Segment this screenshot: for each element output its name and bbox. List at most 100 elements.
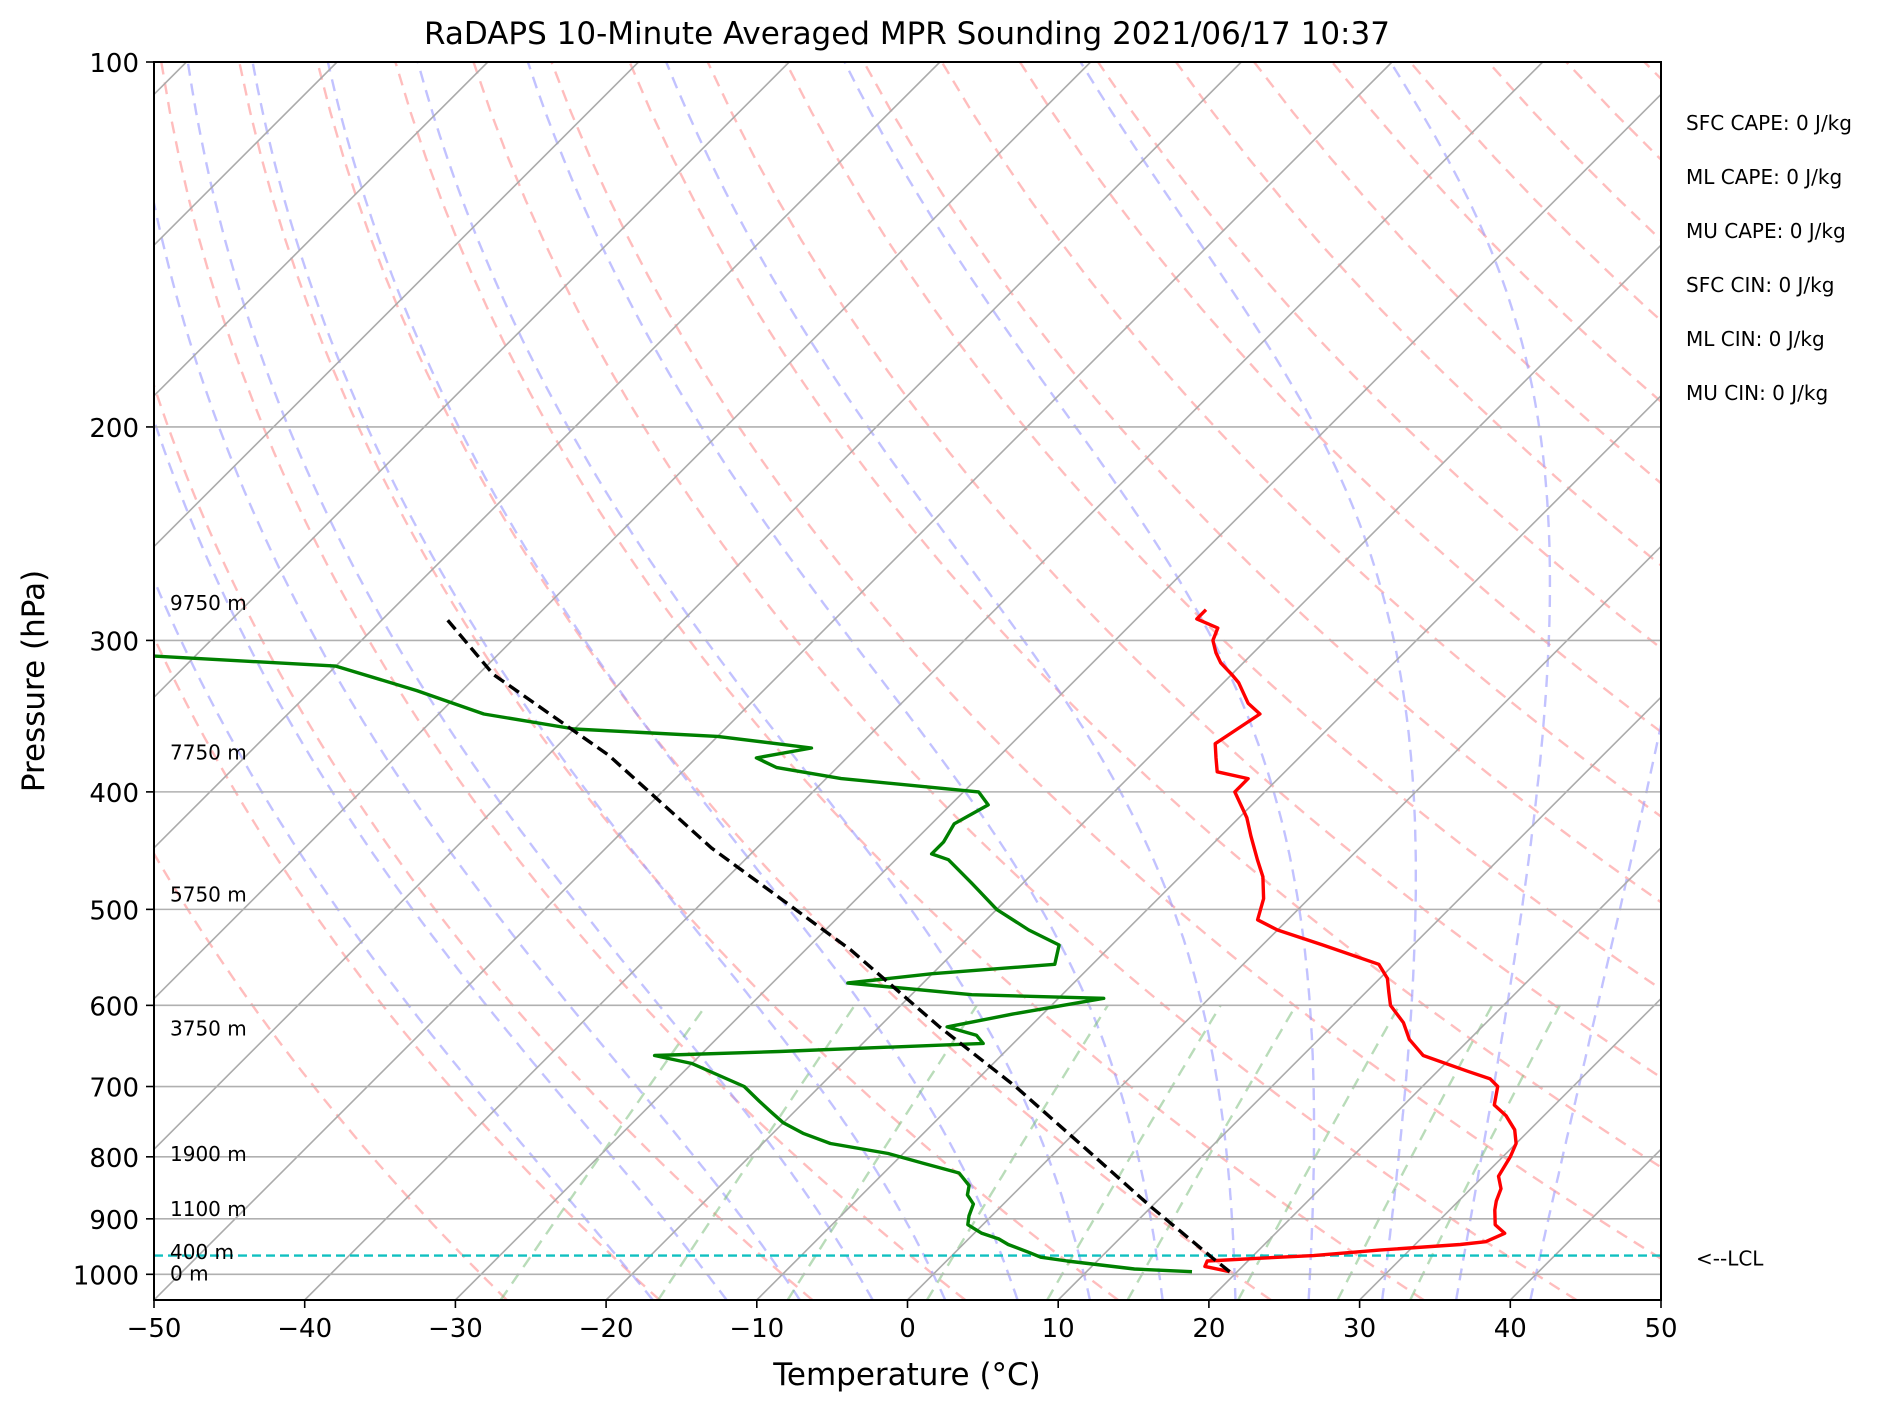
y-tick-label: 500 xyxy=(89,896,139,926)
mixing-ratio-line xyxy=(499,1004,707,1300)
y-tick-label: 1000 xyxy=(73,1261,139,1291)
dry-adiabat xyxy=(472,62,1578,1300)
dry-adiabat xyxy=(394,62,1425,1300)
height-labels: 9750 m 7750 m 5750 m 3750 m 1900 m 1100 m 400 … xyxy=(170,591,247,1285)
moist-adiabat xyxy=(1389,62,1552,1300)
isotherm xyxy=(154,62,489,397)
x-tick-label: −50 xyxy=(127,1314,182,1344)
isotherm xyxy=(1057,696,1661,1300)
isotherm xyxy=(154,62,1242,1151)
isotherm xyxy=(605,243,1661,1300)
mixing-ratio-line xyxy=(657,1004,856,1300)
isotherm xyxy=(154,62,1393,1300)
height-label: 400 m xyxy=(170,1240,234,1264)
dry-adiabat xyxy=(628,62,1661,1169)
isotherm xyxy=(1208,846,1661,1300)
moist-adiabat xyxy=(154,197,801,1300)
dry-adiabat xyxy=(1565,62,1661,162)
height-label: 5750 m xyxy=(170,882,247,906)
x-tick-label: −30 xyxy=(428,1314,483,1344)
stability-index: MU CAPE: 0 J/kg xyxy=(1686,219,1846,243)
mixing-ratio-line xyxy=(1126,1004,1297,1300)
y-tick-label: 700 xyxy=(89,1074,139,1104)
isotherm xyxy=(1509,1148,1661,1300)
temperature-profile xyxy=(1195,608,1518,1274)
plot-grid xyxy=(154,62,1882,1300)
isotherm xyxy=(1660,1298,1661,1300)
dry-adiabat xyxy=(940,62,1661,818)
height-label: 7750 m xyxy=(170,741,247,765)
moist-adiabat xyxy=(843,62,1316,1300)
moist-adiabat xyxy=(1079,62,1417,1300)
isotherm xyxy=(304,62,1544,1300)
height-label: 0 m xyxy=(170,1261,209,1285)
dry-adiabat xyxy=(1253,62,1661,485)
x-tick-label: −10 xyxy=(729,1314,784,1344)
height-label: 1900 m xyxy=(170,1142,247,1166)
moist-adiabat xyxy=(186,62,874,1300)
dry-adiabat xyxy=(1331,62,1661,404)
dry-adiabat xyxy=(1018,62,1661,734)
mixing-ratio-line xyxy=(925,1004,1109,1300)
chart-title: RaDAPS 10-Minute Averaged MPR Sounding 2… xyxy=(424,16,1390,52)
dry-adiabat xyxy=(862,62,1661,904)
mixing-ratio-line xyxy=(1237,1004,1401,1300)
isotherm xyxy=(154,62,640,548)
height-label: 1100 m xyxy=(170,1197,247,1221)
isotherm xyxy=(154,62,1092,1000)
height-label: 3750 m xyxy=(170,1016,247,1040)
isotherm xyxy=(1359,997,1661,1300)
dry-adiabat xyxy=(1409,62,1661,323)
isotherm xyxy=(154,62,790,699)
dry-adiabat xyxy=(1722,62,1882,1300)
x-tick-label: 50 xyxy=(1644,1314,1677,1344)
dry-adiabat xyxy=(154,851,508,1300)
mixing-ratio-line xyxy=(1409,1004,1561,1300)
moist-adiabat xyxy=(1529,719,1661,1300)
y-tick-label: 400 xyxy=(89,779,139,809)
plot-series xyxy=(154,608,1661,1274)
y-tick-label: 200 xyxy=(89,414,139,444)
dry-adiabat xyxy=(784,62,1661,991)
moist-adiabat xyxy=(416,62,1092,1300)
moist-adiabat xyxy=(665,62,1237,1300)
moist-adiabat xyxy=(526,62,1164,1300)
stability-index: ML CAPE: 0 J/kg xyxy=(1686,165,1842,189)
dry-adiabat xyxy=(154,634,661,1300)
moist-adiabat xyxy=(154,416,728,1300)
x-tick-label: 10 xyxy=(1042,1314,1075,1344)
dry-adiabat xyxy=(238,62,1119,1300)
y-axis-label: Pressure (hPa) xyxy=(16,570,52,792)
isotherm xyxy=(1812,62,1882,1300)
x-axis-label: Temperature (°C) xyxy=(772,1357,1041,1393)
y-tick-label: 800 xyxy=(89,1144,139,1174)
stability-index: ML CIN: 0 J/kg xyxy=(1686,327,1825,351)
stability-index: MU CIN: 0 J/kg xyxy=(1686,381,1828,405)
dry-adiabat xyxy=(550,62,1661,1261)
x-tick-label: −40 xyxy=(277,1314,332,1344)
moist-adiabat xyxy=(154,576,654,1300)
isotherm xyxy=(154,62,941,850)
dry-adiabat xyxy=(316,62,1272,1300)
moist-adiabat xyxy=(326,62,1019,1300)
stability-index: SFC CIN: 0 J/kg xyxy=(1686,273,1834,297)
mixing-ratio-line xyxy=(786,1004,978,1300)
dry-adiabat xyxy=(1175,62,1661,567)
stability-index: SFC CAPE: 0 J/kg xyxy=(1686,111,1852,135)
y-tick-label: 600 xyxy=(89,992,139,1022)
y-tick-label: 300 xyxy=(89,627,139,657)
x-tick-label: 20 xyxy=(1192,1314,1225,1344)
isotherm xyxy=(756,394,1661,1300)
height-label: 9750 m xyxy=(170,591,247,615)
dry-adiabat xyxy=(154,381,814,1300)
dewpoint-profile xyxy=(154,654,1193,1274)
lcl-label: <--LCL xyxy=(1696,1247,1764,1271)
parcel-profile xyxy=(443,616,1231,1274)
isotherm xyxy=(454,93,1661,1300)
x-tick-label: 0 xyxy=(899,1314,916,1344)
dry-adiabat xyxy=(160,62,967,1300)
y-tick-label: 100 xyxy=(89,49,139,79)
y-tick-label: 900 xyxy=(89,1206,139,1236)
